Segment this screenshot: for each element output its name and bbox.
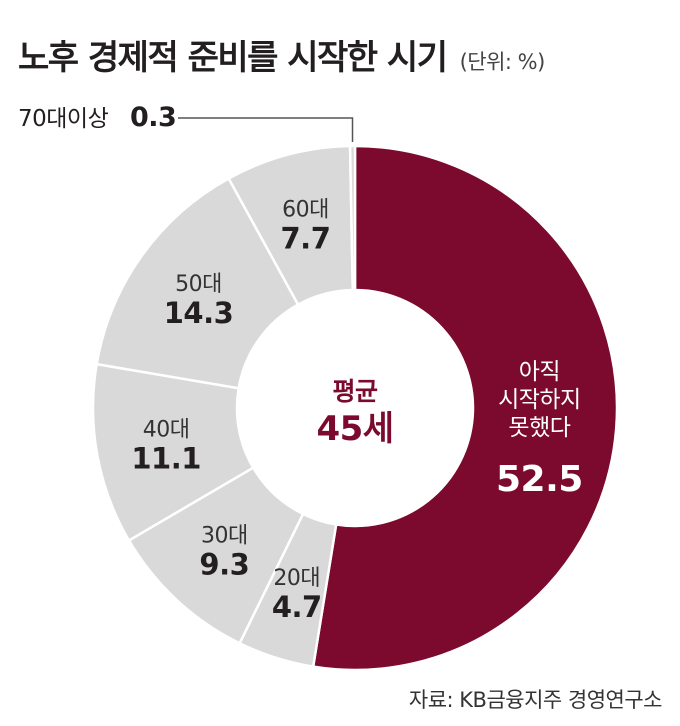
value-label: 52.5 (496, 459, 583, 500)
source-note: 자료: KB금융지주 경영연구소 (408, 688, 663, 712)
category-label: 시작하지 (498, 387, 581, 413)
value-label: 4.7 (272, 590, 322, 624)
value-label: 11.1 (131, 442, 201, 476)
category-label: 20대 (273, 566, 320, 591)
slice-아직-시작하지-못했다 (311, 144, 619, 672)
category-label: 30대 (201, 524, 248, 549)
center-value: 45세 (316, 409, 393, 449)
unit-label: (단위: %) (459, 50, 546, 74)
category-label: 50대 (175, 272, 222, 297)
leader-line (178, 117, 354, 143)
category-label: 못했다 (508, 415, 570, 441)
slice-50대 (95, 176, 300, 390)
slice-70대이상 (348, 144, 357, 292)
center-label: 평균 (332, 377, 378, 406)
chart-title: 노후 경제적 준비를 시작한 시기 (18, 38, 448, 78)
category-label: 아직 (519, 359, 560, 385)
value-label: 0.3 (130, 102, 176, 133)
value-label: 7.7 (281, 222, 331, 256)
category-label: 60대 (282, 198, 329, 223)
value-label: 14.3 (164, 296, 234, 330)
title-row: 노후 경제적 준비를 시작한 시기 (단위: %) (18, 30, 545, 79)
category-label: 40대 (143, 418, 190, 443)
value-label: 9.3 (199, 548, 249, 582)
category-label: 70대이상 (18, 106, 109, 132)
